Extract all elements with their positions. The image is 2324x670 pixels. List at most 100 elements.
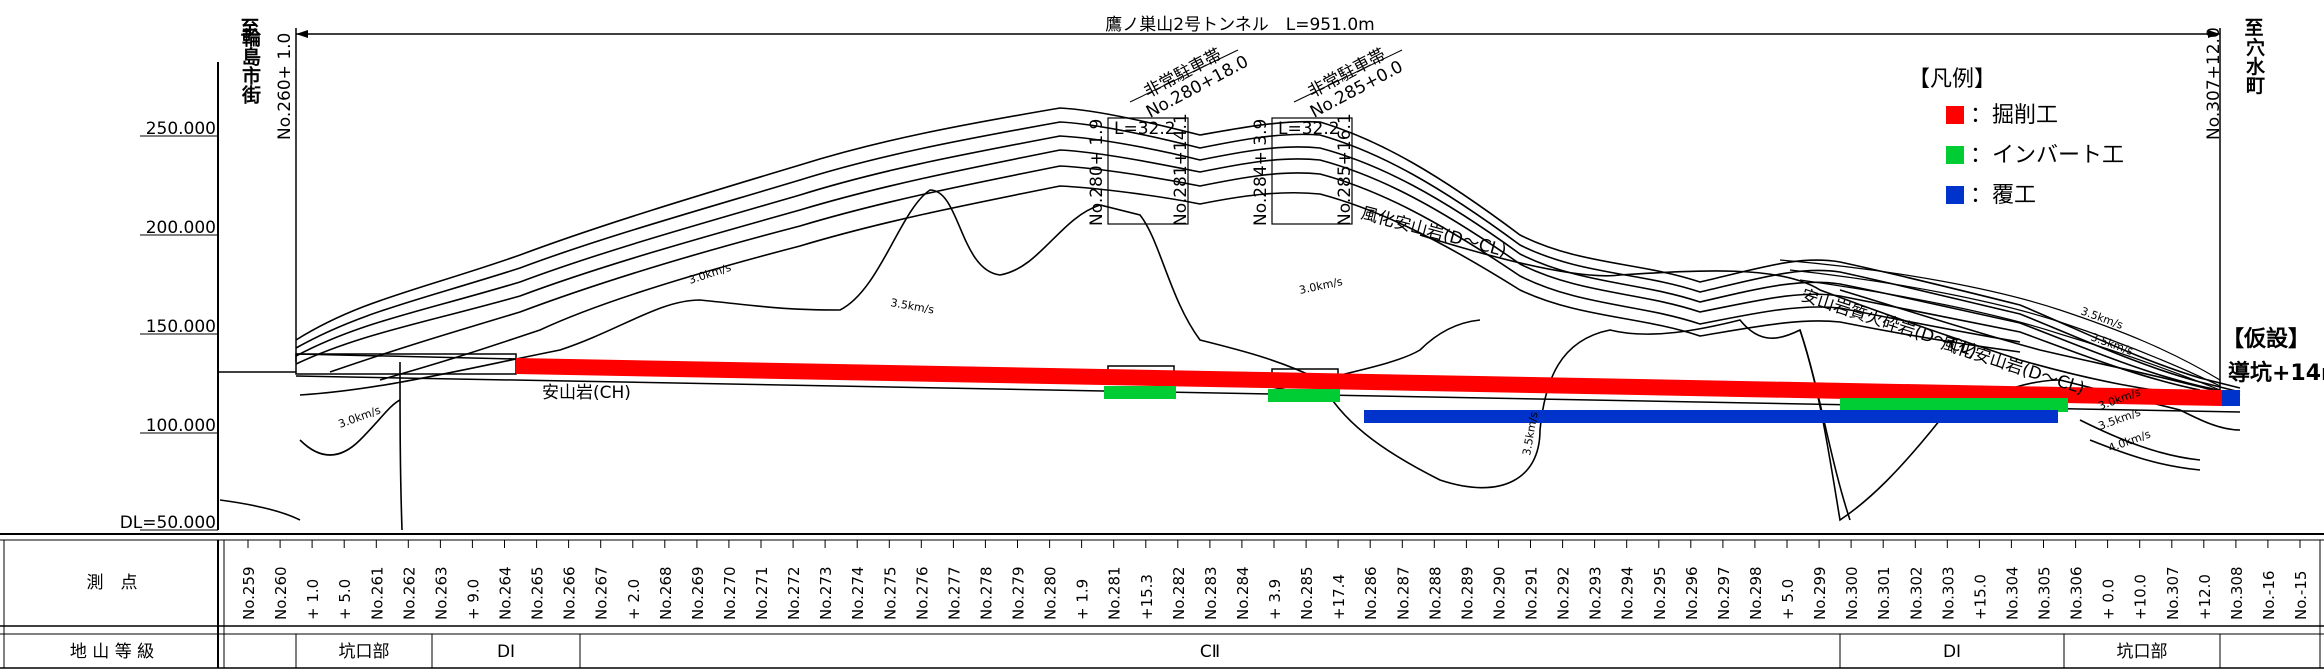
velocity-label-7: 4.0km/s: [2107, 427, 2153, 454]
station-label: No.260: [272, 566, 290, 620]
station-label: No.272: [785, 566, 803, 620]
station-label: No.286: [1362, 566, 1380, 620]
station-label: No.295: [1651, 566, 1669, 620]
station-label: +15.3: [1138, 574, 1156, 620]
station-label: No.274: [849, 566, 867, 620]
station-label: No.281: [1106, 566, 1124, 620]
station-label: No.264: [497, 566, 515, 620]
station-label: No.294: [1619, 566, 1637, 620]
emergency-bay-1-st-right: No.281+14.1: [1171, 113, 1191, 226]
legend-swatch-lining: [1946, 186, 1964, 204]
station-label: No.268: [657, 566, 675, 620]
station-label: + 5.0: [336, 579, 354, 620]
station-label: No.287: [1394, 566, 1412, 620]
velocity-label-2: 3.5km/s: [889, 296, 935, 316]
station-label: No.277: [945, 566, 963, 620]
title-arrow-right: [2208, 30, 2220, 38]
station-label: No.273: [817, 566, 835, 620]
tunnel-title: 鷹ノ巣山2号トンネル L=951.0m: [1105, 14, 1374, 35]
station-label: No.308: [2228, 566, 2246, 620]
legend-title: 【凡例】: [1908, 67, 1996, 92]
grade-cell-portal-right: 坑口部: [2117, 642, 2168, 662]
velocity-label-4: 3.0km/s: [337, 403, 383, 430]
station-label: + 9.0: [464, 579, 482, 620]
station-label: No.276: [913, 566, 931, 620]
emergency-bay-1-length: L=32.2: [1114, 119, 1176, 139]
station-label: No.288: [1426, 566, 1444, 620]
station-label: No.301: [1875, 566, 1893, 620]
elevation-label-dl: DL=50.000: [120, 513, 216, 533]
station-label: No.290: [1490, 566, 1508, 620]
station-label: No.-15: [2292, 571, 2310, 620]
station-label: + 2.0: [625, 579, 643, 620]
station-label: + 0.0: [2100, 579, 2118, 620]
station-label: No.262: [400, 566, 418, 620]
station-label: + 1.9: [1074, 579, 1092, 620]
station-label: No.304: [2003, 566, 2021, 620]
station-label: No.279: [1010, 566, 1028, 620]
invert-bar-1: [1104, 386, 1176, 399]
invert-bar-3: [1840, 398, 2068, 412]
station-label: No.280: [1042, 566, 1060, 620]
station-label: +15.0: [1971, 574, 1989, 620]
station-label: No.306: [2068, 566, 2086, 620]
right-end-station: No.307+12.0: [2204, 27, 2224, 140]
emergency-bay-1-st-left: No.280+ 1.9: [1087, 119, 1107, 226]
emergency-bay-2-st-right: No.285+16.1: [1335, 113, 1355, 226]
station-label: No.278: [977, 566, 995, 620]
emergency-bay-2-length: L=32.2: [1278, 119, 1340, 139]
station-label: No.302: [1907, 566, 1925, 620]
station-label: No.263: [432, 566, 450, 620]
station-label: No.307: [2164, 566, 2182, 620]
geology-weathered-1: 風化安山岩(D～CL): [1359, 204, 1509, 262]
station-label: No.271: [753, 566, 771, 620]
velocity-label-1: 3.0km/s: [687, 261, 733, 287]
velocity-label-6: 3.5km/s: [2079, 305, 2125, 332]
station-label: No.259: [240, 566, 258, 620]
geology-rock-ch: 安山岩(CH): [542, 383, 631, 403]
station-label: +17.4: [1330, 574, 1348, 620]
station-label: No.282: [1170, 566, 1188, 620]
emergency-bay-2-st-left: No.284+ 3.9: [1251, 119, 1271, 226]
left-end-to: 至: [240, 17, 259, 39]
elevation-label-100: 100.000: [146, 416, 216, 436]
legend: 【凡例】 ：掘削工 ：インバート工 ：覆工: [1908, 67, 2124, 208]
title-arrow-left: [296, 30, 308, 38]
station-label: No.-16: [2260, 571, 2278, 620]
ground-profile-lines: [219, 107, 2241, 531]
legend-label-excavation: ：掘削工: [1970, 103, 2058, 128]
elevation-ticks: [140, 135, 218, 531]
station-labels: No.259 No.260 + 1.0 + 5.0 No.261 No.262 No.263…: [240, 540, 2310, 620]
velocity-label-3: 3.0km/s: [1298, 275, 1344, 297]
station-label: No.285: [1298, 566, 1316, 620]
station-label: No.305: [2036, 566, 2054, 620]
station-label: No.298: [1747, 566, 1765, 620]
station-label: + 3.9: [1266, 579, 1284, 620]
elevation-label-250: 250.000: [146, 119, 216, 139]
station-label: No.299: [1811, 566, 1829, 620]
lining-bar: [1364, 410, 2058, 423]
temporary-pilot-bar: [2222, 390, 2240, 406]
temporary-pilot-label: 導坑+14m: [2228, 360, 2324, 386]
station-label: No.261: [368, 566, 386, 620]
temporary-title: 【仮設】: [2222, 326, 2310, 352]
legend-swatch-invert: [1946, 146, 1964, 164]
station-label: No.297: [1715, 566, 1733, 620]
station-label: No.275: [881, 566, 899, 620]
station-label: No.266: [561, 566, 579, 620]
right-contour-lines: [1779, 259, 2221, 391]
legend-label-invert: ：インバート工: [1970, 143, 2124, 168]
right-end-place: 穴水町: [2243, 36, 2265, 94]
elevation-label-150: 150.000: [146, 317, 216, 337]
right-end-to: 至: [2244, 17, 2263, 39]
station-label: No.267: [593, 566, 611, 620]
station-label: No.269: [689, 566, 707, 620]
grade-cell-c2: CⅡ: [1200, 642, 1220, 662]
legend-swatch-excavation: [1946, 106, 1964, 124]
grade-cell-d1-right: DⅠ: [1943, 642, 1961, 662]
station-label: +10.0: [2132, 574, 2150, 620]
station-label: No.289: [1458, 566, 1476, 620]
station-label: + 5.0: [1779, 579, 1797, 620]
station-label: No.292: [1555, 566, 1573, 620]
table-row-stations-label: 測 点: [87, 573, 138, 593]
